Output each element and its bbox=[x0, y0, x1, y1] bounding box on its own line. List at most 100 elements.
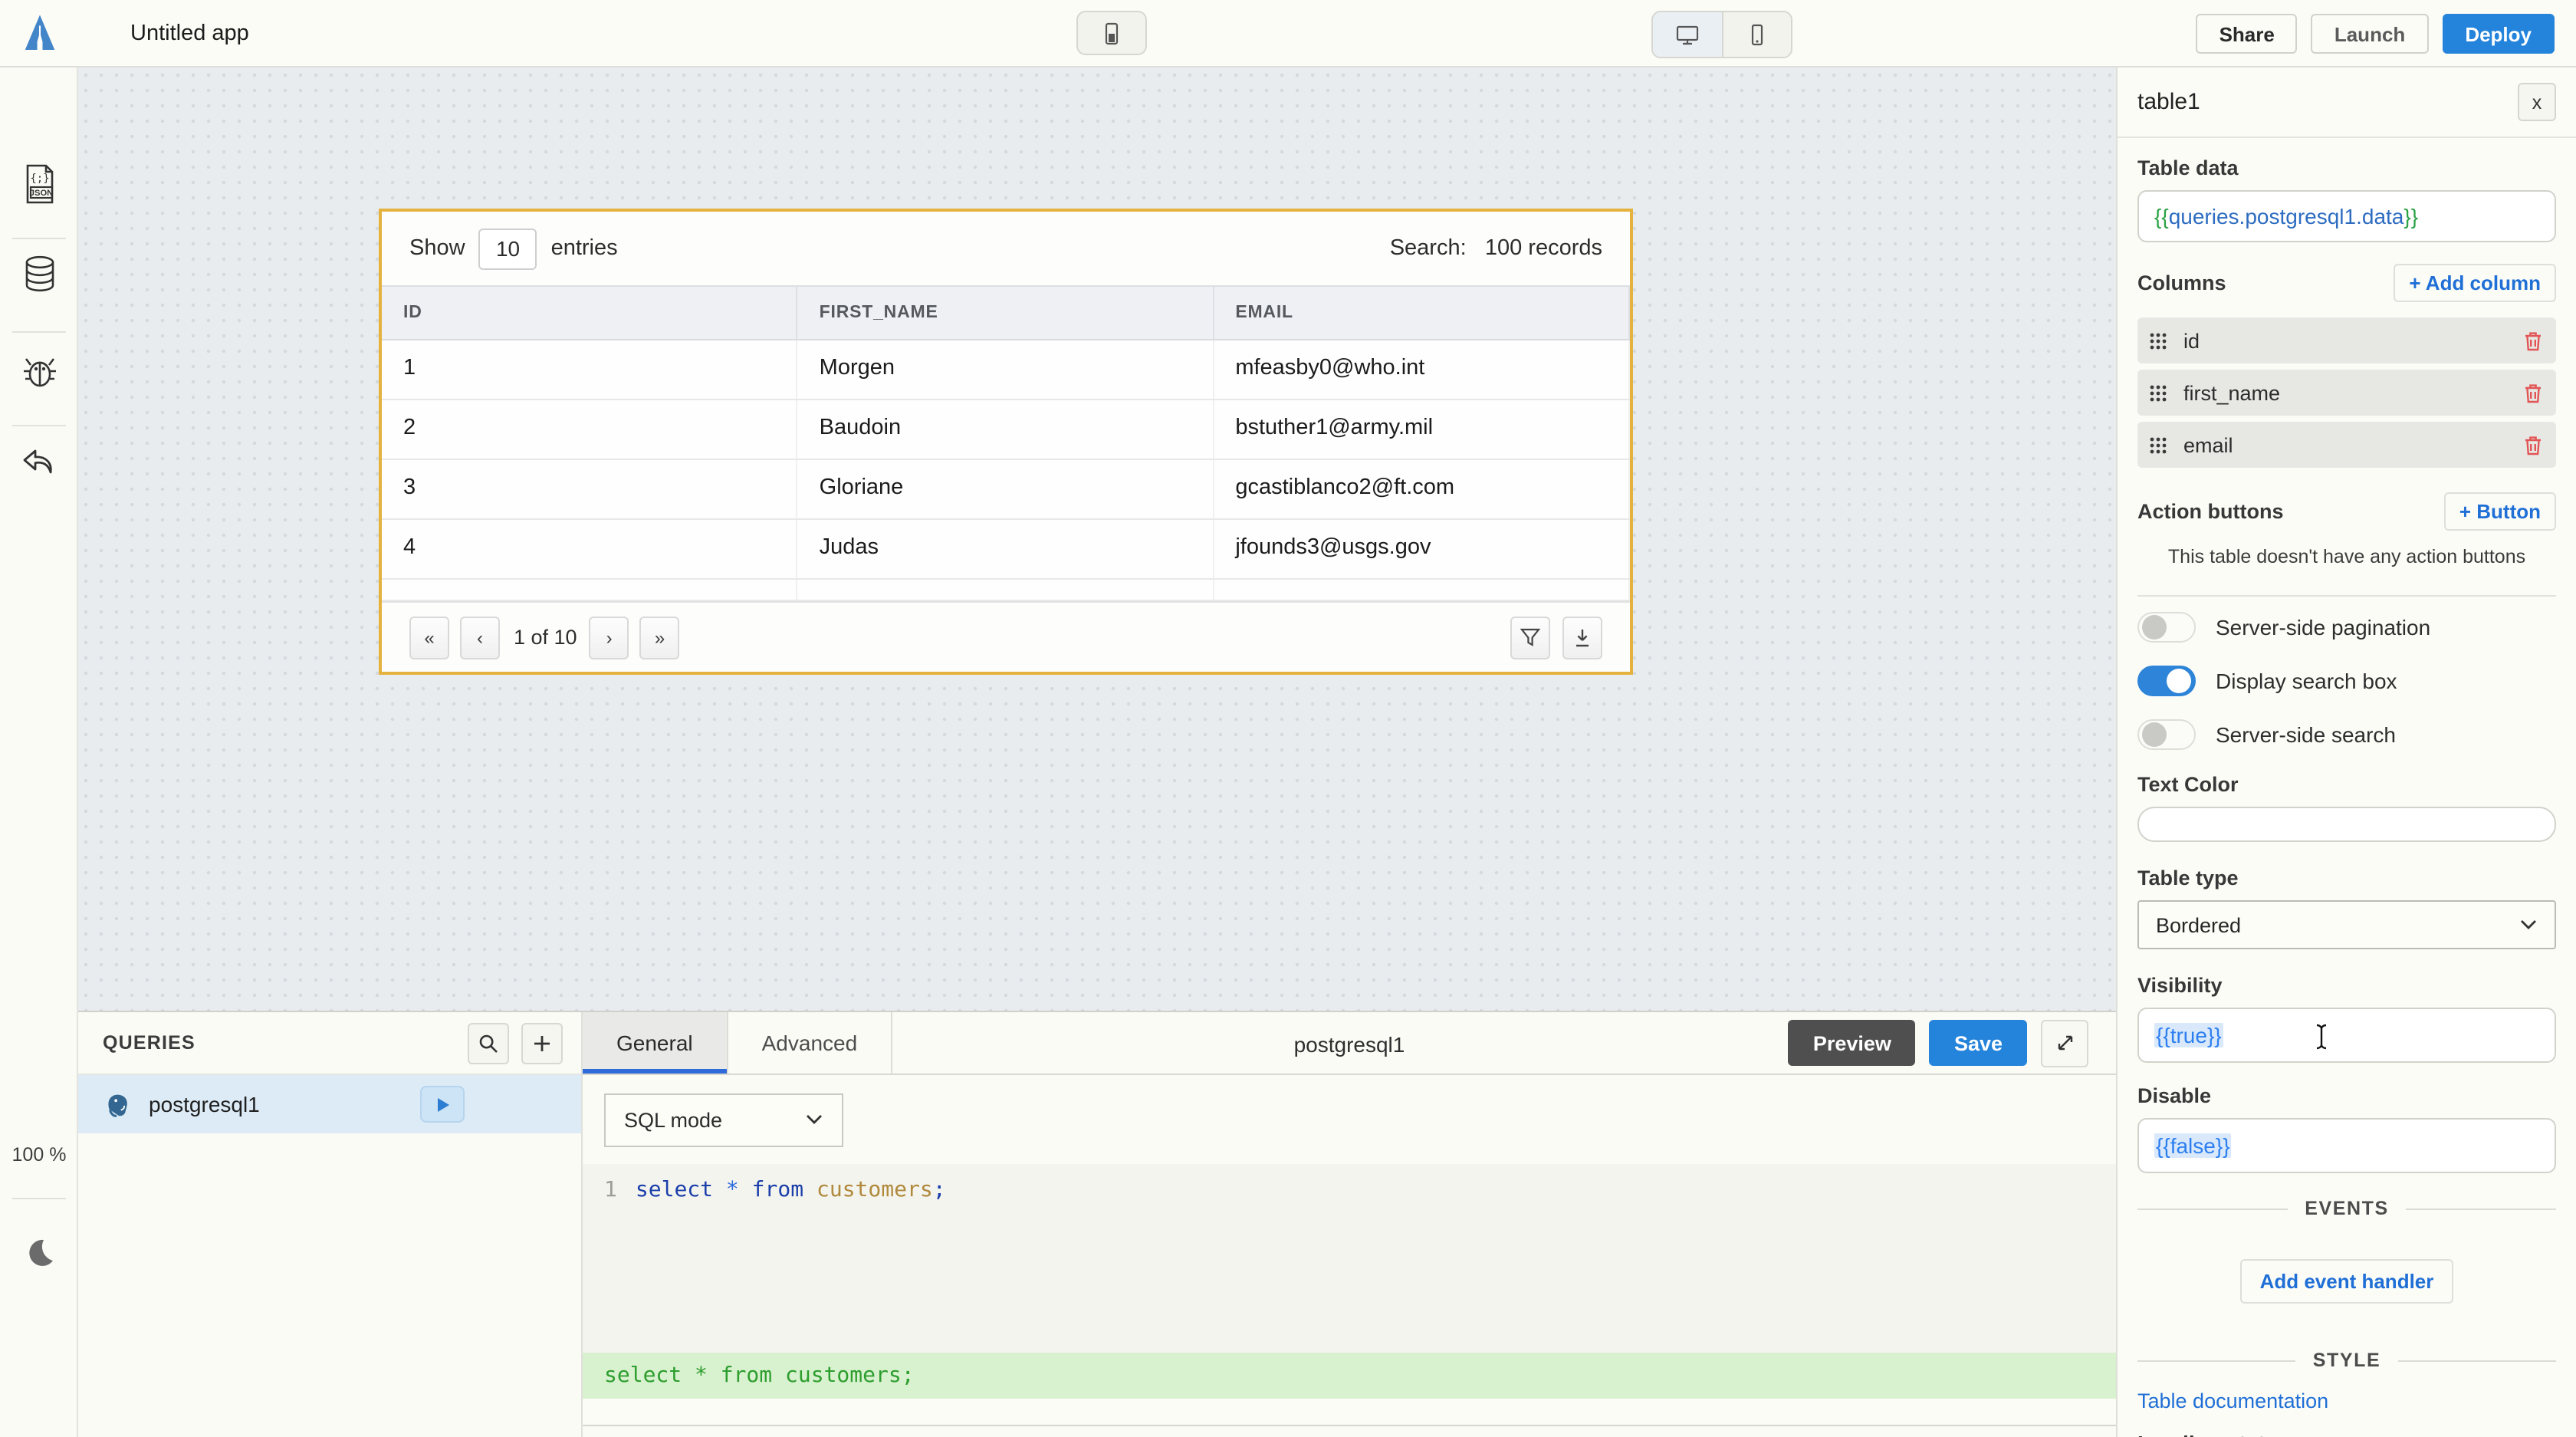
table-cell[interactable]: Judas bbox=[798, 520, 1214, 578]
rail-divider bbox=[12, 425, 66, 426]
launch-button[interactable]: Launch bbox=[2311, 14, 2429, 54]
plus-icon bbox=[532, 1033, 552, 1053]
toggle-switch[interactable] bbox=[2137, 666, 2196, 696]
column-row[interactable]: email bbox=[2137, 422, 2556, 468]
first-page-button[interactable]: « bbox=[409, 616, 449, 659]
table-cell[interactable]: 1 bbox=[382, 340, 798, 399]
search-records-input[interactable]: 100 records bbox=[1484, 236, 1602, 261]
sql-mode-select[interactable]: SQL mode bbox=[604, 1093, 843, 1146]
canvas[interactable]: Show 10 entries Search: 100 records ID FI… bbox=[78, 67, 2116, 1011]
filter-button[interactable] bbox=[1510, 616, 1550, 659]
device-toggle bbox=[1651, 11, 1792, 58]
table-cell[interactable]: gcastiblanco2@ft.com bbox=[1214, 460, 1630, 518]
columns-label: Columns bbox=[2137, 271, 2226, 294]
table-widget[interactable]: Show 10 entries Search: 100 records ID FI… bbox=[379, 209, 1633, 675]
prev-page-button[interactable]: ‹ bbox=[460, 616, 500, 659]
table-row[interactable]: 2 Baudoin bstuther1@army.mil bbox=[382, 400, 1630, 460]
query-item-postgresql1[interactable]: postgresql1 bbox=[78, 1075, 581, 1133]
toggle-row[interactable]: Server-side search bbox=[2137, 719, 2556, 750]
json-file-icon[interactable]: {;} JSON bbox=[0, 163, 78, 206]
drag-handle-icon[interactable] bbox=[2150, 384, 2167, 401]
mobile-view-button[interactable] bbox=[1722, 12, 1791, 57]
deploy-button[interactable]: Deploy bbox=[2442, 14, 2555, 54]
bug-icon[interactable] bbox=[0, 351, 78, 391]
table-cell[interactable]: 4 bbox=[382, 520, 798, 578]
expand-button[interactable] bbox=[2041, 1019, 2088, 1067]
column-header[interactable]: FIRST_NAME bbox=[798, 287, 1214, 339]
tab-advanced[interactable]: Advanced bbox=[728, 1012, 893, 1074]
desktop-view-button[interactable] bbox=[1653, 12, 1722, 57]
table-pagination: « ‹ 1 of 10 › » bbox=[382, 601, 1630, 672]
add-query-button[interactable] bbox=[521, 1022, 563, 1064]
table-cell[interactable]: Morgen bbox=[798, 340, 1214, 399]
column-header[interactable]: EMAIL bbox=[1214, 287, 1630, 339]
page-size-input[interactable]: 10 bbox=[478, 228, 537, 269]
play-icon bbox=[435, 1096, 450, 1113]
table-data-input[interactable]: {{queries.postgresql1.data}} bbox=[2137, 190, 2556, 242]
visibility-input[interactable]: {{true}} bbox=[2137, 1008, 2556, 1063]
download-button[interactable] bbox=[1562, 616, 1602, 659]
database-icon[interactable] bbox=[0, 255, 78, 294]
page-indicator: 1 of 10 bbox=[514, 626, 577, 649]
table-type-select[interactable]: Bordered bbox=[2137, 900, 2556, 949]
drag-handle-icon[interactable] bbox=[2150, 332, 2167, 349]
add-event-handler-button[interactable]: Add event handler bbox=[2239, 1259, 2454, 1304]
table-documentation-link[interactable]: Table documentation bbox=[2137, 1389, 2329, 1412]
table-cell[interactable]: Gloriane bbox=[798, 460, 1214, 518]
download-icon bbox=[1572, 626, 1593, 648]
canvas-size-button[interactable] bbox=[1076, 11, 1147, 55]
top-bar: Untitled app bbox=[0, 0, 2576, 67]
table-row[interactable]: 1 Morgen mfeasby0@who.int bbox=[382, 340, 1630, 400]
toggle-row[interactable]: Server-side pagination bbox=[2137, 612, 2556, 643]
add-column-button[interactable]: + Add column bbox=[2394, 264, 2556, 302]
last-page-button[interactable]: » bbox=[639, 616, 680, 659]
column-row[interactable]: first_name bbox=[2137, 370, 2556, 416]
table-cell[interactable]: jfounds3@usgs.gov bbox=[1214, 520, 1630, 578]
toggle-label: Server-side search bbox=[2216, 722, 2396, 747]
toggle-row[interactable]: Display search box bbox=[2137, 666, 2556, 696]
delete-column-button[interactable] bbox=[2522, 381, 2544, 404]
loading-state-label: Loading state bbox=[2137, 1431, 2556, 1437]
delete-column-button[interactable] bbox=[2522, 329, 2544, 352]
add-button-button[interactable]: + Button bbox=[2443, 492, 2556, 531]
moon-icon bbox=[22, 1236, 56, 1270]
action-buttons-label: Action buttons bbox=[2137, 500, 2284, 523]
rail-divider bbox=[12, 1198, 66, 1199]
table-cell[interactable]: mfeasby0@who.int bbox=[1214, 340, 1630, 399]
appsmith-logo[interactable] bbox=[0, 10, 78, 56]
toggle-switch[interactable] bbox=[2137, 719, 2196, 750]
columns-list: id first_name bbox=[2137, 317, 2556, 468]
drag-handle-icon[interactable] bbox=[2150, 436, 2167, 453]
column-row[interactable]: id bbox=[2137, 317, 2556, 363]
next-page-button[interactable]: › bbox=[589, 616, 629, 659]
delete-column-button[interactable] bbox=[2522, 433, 2544, 456]
toggles-list: Server-side pagination Display search bo… bbox=[2137, 612, 2556, 750]
table-cell[interactable]: 3 bbox=[382, 460, 798, 518]
tab-general[interactable]: General bbox=[583, 1012, 728, 1074]
undo-icon[interactable] bbox=[0, 446, 78, 483]
table-row[interactable]: 3 Gloriane gcastiblanco2@ft.com bbox=[382, 460, 1630, 520]
rail-divider bbox=[12, 331, 66, 333]
disable-input[interactable]: {{false}} bbox=[2137, 1118, 2556, 1173]
run-query-button[interactable] bbox=[420, 1086, 465, 1123]
share-button[interactable]: Share bbox=[2196, 14, 2298, 54]
text-color-input[interactable] bbox=[2137, 807, 2556, 842]
visibility-label: Visibility bbox=[2137, 974, 2223, 997]
preview-button[interactable]: Preview bbox=[1788, 1020, 1916, 1066]
toggle-switch[interactable] bbox=[2137, 612, 2196, 643]
query-editor: postgresql1 General Advanced Preview Sav… bbox=[583, 1012, 2116, 1437]
expand-icon bbox=[2054, 1032, 2075, 1054]
table-cell[interactable]: 2 bbox=[382, 400, 798, 459]
sql-code-editor[interactable]: 1 select * from customers; bbox=[583, 1164, 2116, 1353]
table-cell[interactable]: Baudoin bbox=[798, 400, 1214, 459]
close-pane-button[interactable]: x bbox=[2518, 83, 2556, 121]
text-color-label: Text Color bbox=[2137, 773, 2239, 796]
table-cell[interactable]: bstuther1@army.mil bbox=[1214, 400, 1630, 459]
search-queries-button[interactable] bbox=[468, 1022, 509, 1064]
table-row[interactable]: 4 Judas jfounds3@usgs.gov bbox=[382, 520, 1630, 580]
save-button[interactable]: Save bbox=[1929, 1020, 2027, 1066]
mobile-icon bbox=[1743, 21, 1771, 48]
column-header[interactable]: ID bbox=[382, 287, 798, 339]
widget-name[interactable]: table1 bbox=[2137, 89, 2200, 115]
dark-mode-toggle[interactable] bbox=[0, 1236, 78, 1270]
